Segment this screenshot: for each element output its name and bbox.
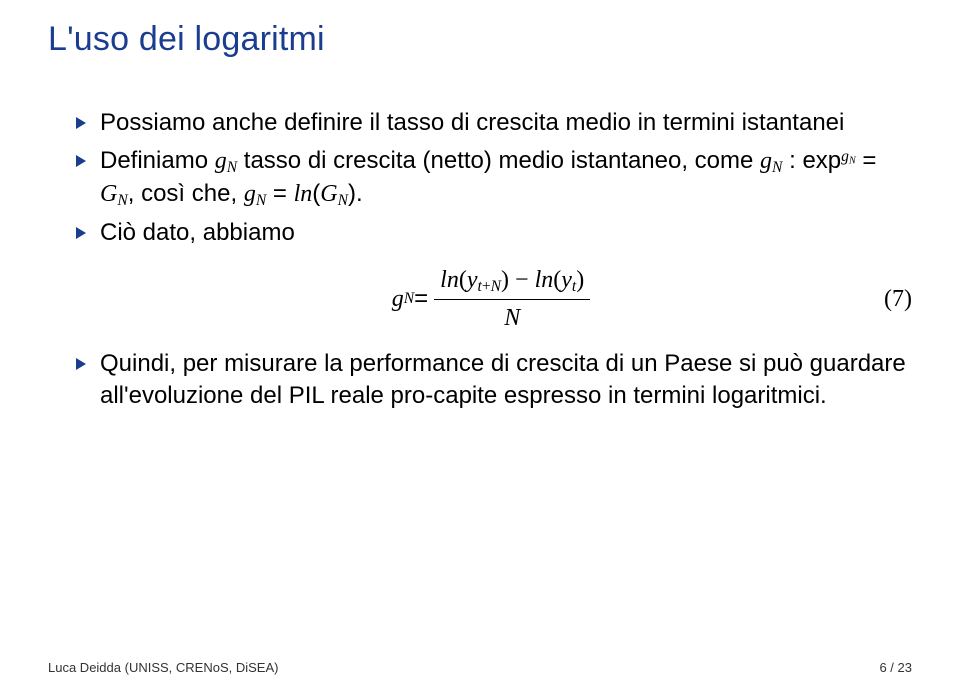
t: = [414, 283, 428, 315]
t: = [856, 147, 877, 174]
bullet-icon [76, 227, 86, 239]
t: tasso di crescita (netto) medio istantan… [237, 147, 760, 174]
bullet-icon [76, 155, 86, 167]
t: ) − [501, 267, 535, 293]
t: N [849, 155, 856, 166]
equation-row: gN = ln(yt+N) − ln(yt) N (7) [76, 264, 912, 334]
bullet-list: Possiamo anche definire il tasso di cres… [76, 107, 912, 413]
equation-number: (7) [884, 283, 912, 315]
bullet-item-1: Possiamo anche definire il tasso di cres… [76, 107, 912, 139]
t: g [392, 283, 404, 315]
t: y [467, 267, 478, 293]
t: gN [841, 148, 856, 165]
bullet-item-3: Ciò dato, abbiamo [76, 217, 912, 249]
slide: L'uso dei logaritmi Possiamo anche defin… [0, 0, 960, 687]
t: N [227, 159, 237, 176]
t: Definiamo [100, 147, 215, 174]
t: g [841, 148, 849, 165]
denominator: N [498, 300, 526, 334]
t: N [404, 288, 414, 309]
t: ). [348, 180, 363, 207]
t: g [244, 181, 256, 207]
t: N [117, 192, 127, 209]
bullet-item-2: Definiamo gN tasso di crescita (netto) m… [76, 145, 912, 211]
bullet-2-text: Definiamo gN tasso di crescita (netto) m… [100, 147, 876, 207]
footer: Luca Deidda (UNISS, CRENoS, DiSEA) 6 / 2… [48, 660, 912, 675]
bullet-4-text: Quindi, per misurare la performance di c… [100, 350, 906, 409]
equation: gN = ln(yt+N) − ln(yt) N [392, 264, 597, 334]
t: ) [576, 267, 584, 293]
t: g [215, 148, 227, 174]
t: G [100, 181, 117, 207]
t: N [491, 278, 501, 295]
footer-author: Luca Deidda (UNISS, CRENoS, DiSEA) [48, 660, 278, 675]
bullet-icon [76, 358, 86, 370]
t: ln [440, 267, 459, 293]
t: y [561, 267, 572, 293]
bullet-1-text: Possiamo anche definire il tasso di cres… [100, 109, 844, 136]
t: g [760, 148, 772, 174]
fraction: ln(yt+N) − ln(yt) N [434, 264, 590, 334]
footer-page: 6 / 23 [879, 660, 912, 675]
t: , così che, [128, 180, 244, 207]
t: = [266, 180, 293, 207]
t: : exp [782, 147, 841, 174]
bullet-item-4: Quindi, per misurare la performance di c… [76, 348, 912, 413]
t: N [256, 192, 266, 209]
numerator: ln(yt+N) − ln(yt) [434, 264, 590, 300]
bullet-icon [76, 117, 86, 129]
t: ( [459, 267, 467, 293]
bullet-3-text: Ciò dato, abbiamo [100, 219, 295, 246]
t: N [772, 159, 782, 176]
t: t+N [478, 278, 502, 295]
t: ln [294, 181, 313, 207]
t: + [482, 278, 491, 295]
t: N [338, 192, 348, 209]
slide-title: L'uso dei logaritmi [48, 20, 912, 59]
t: G [320, 181, 337, 207]
t: ln [535, 267, 554, 293]
